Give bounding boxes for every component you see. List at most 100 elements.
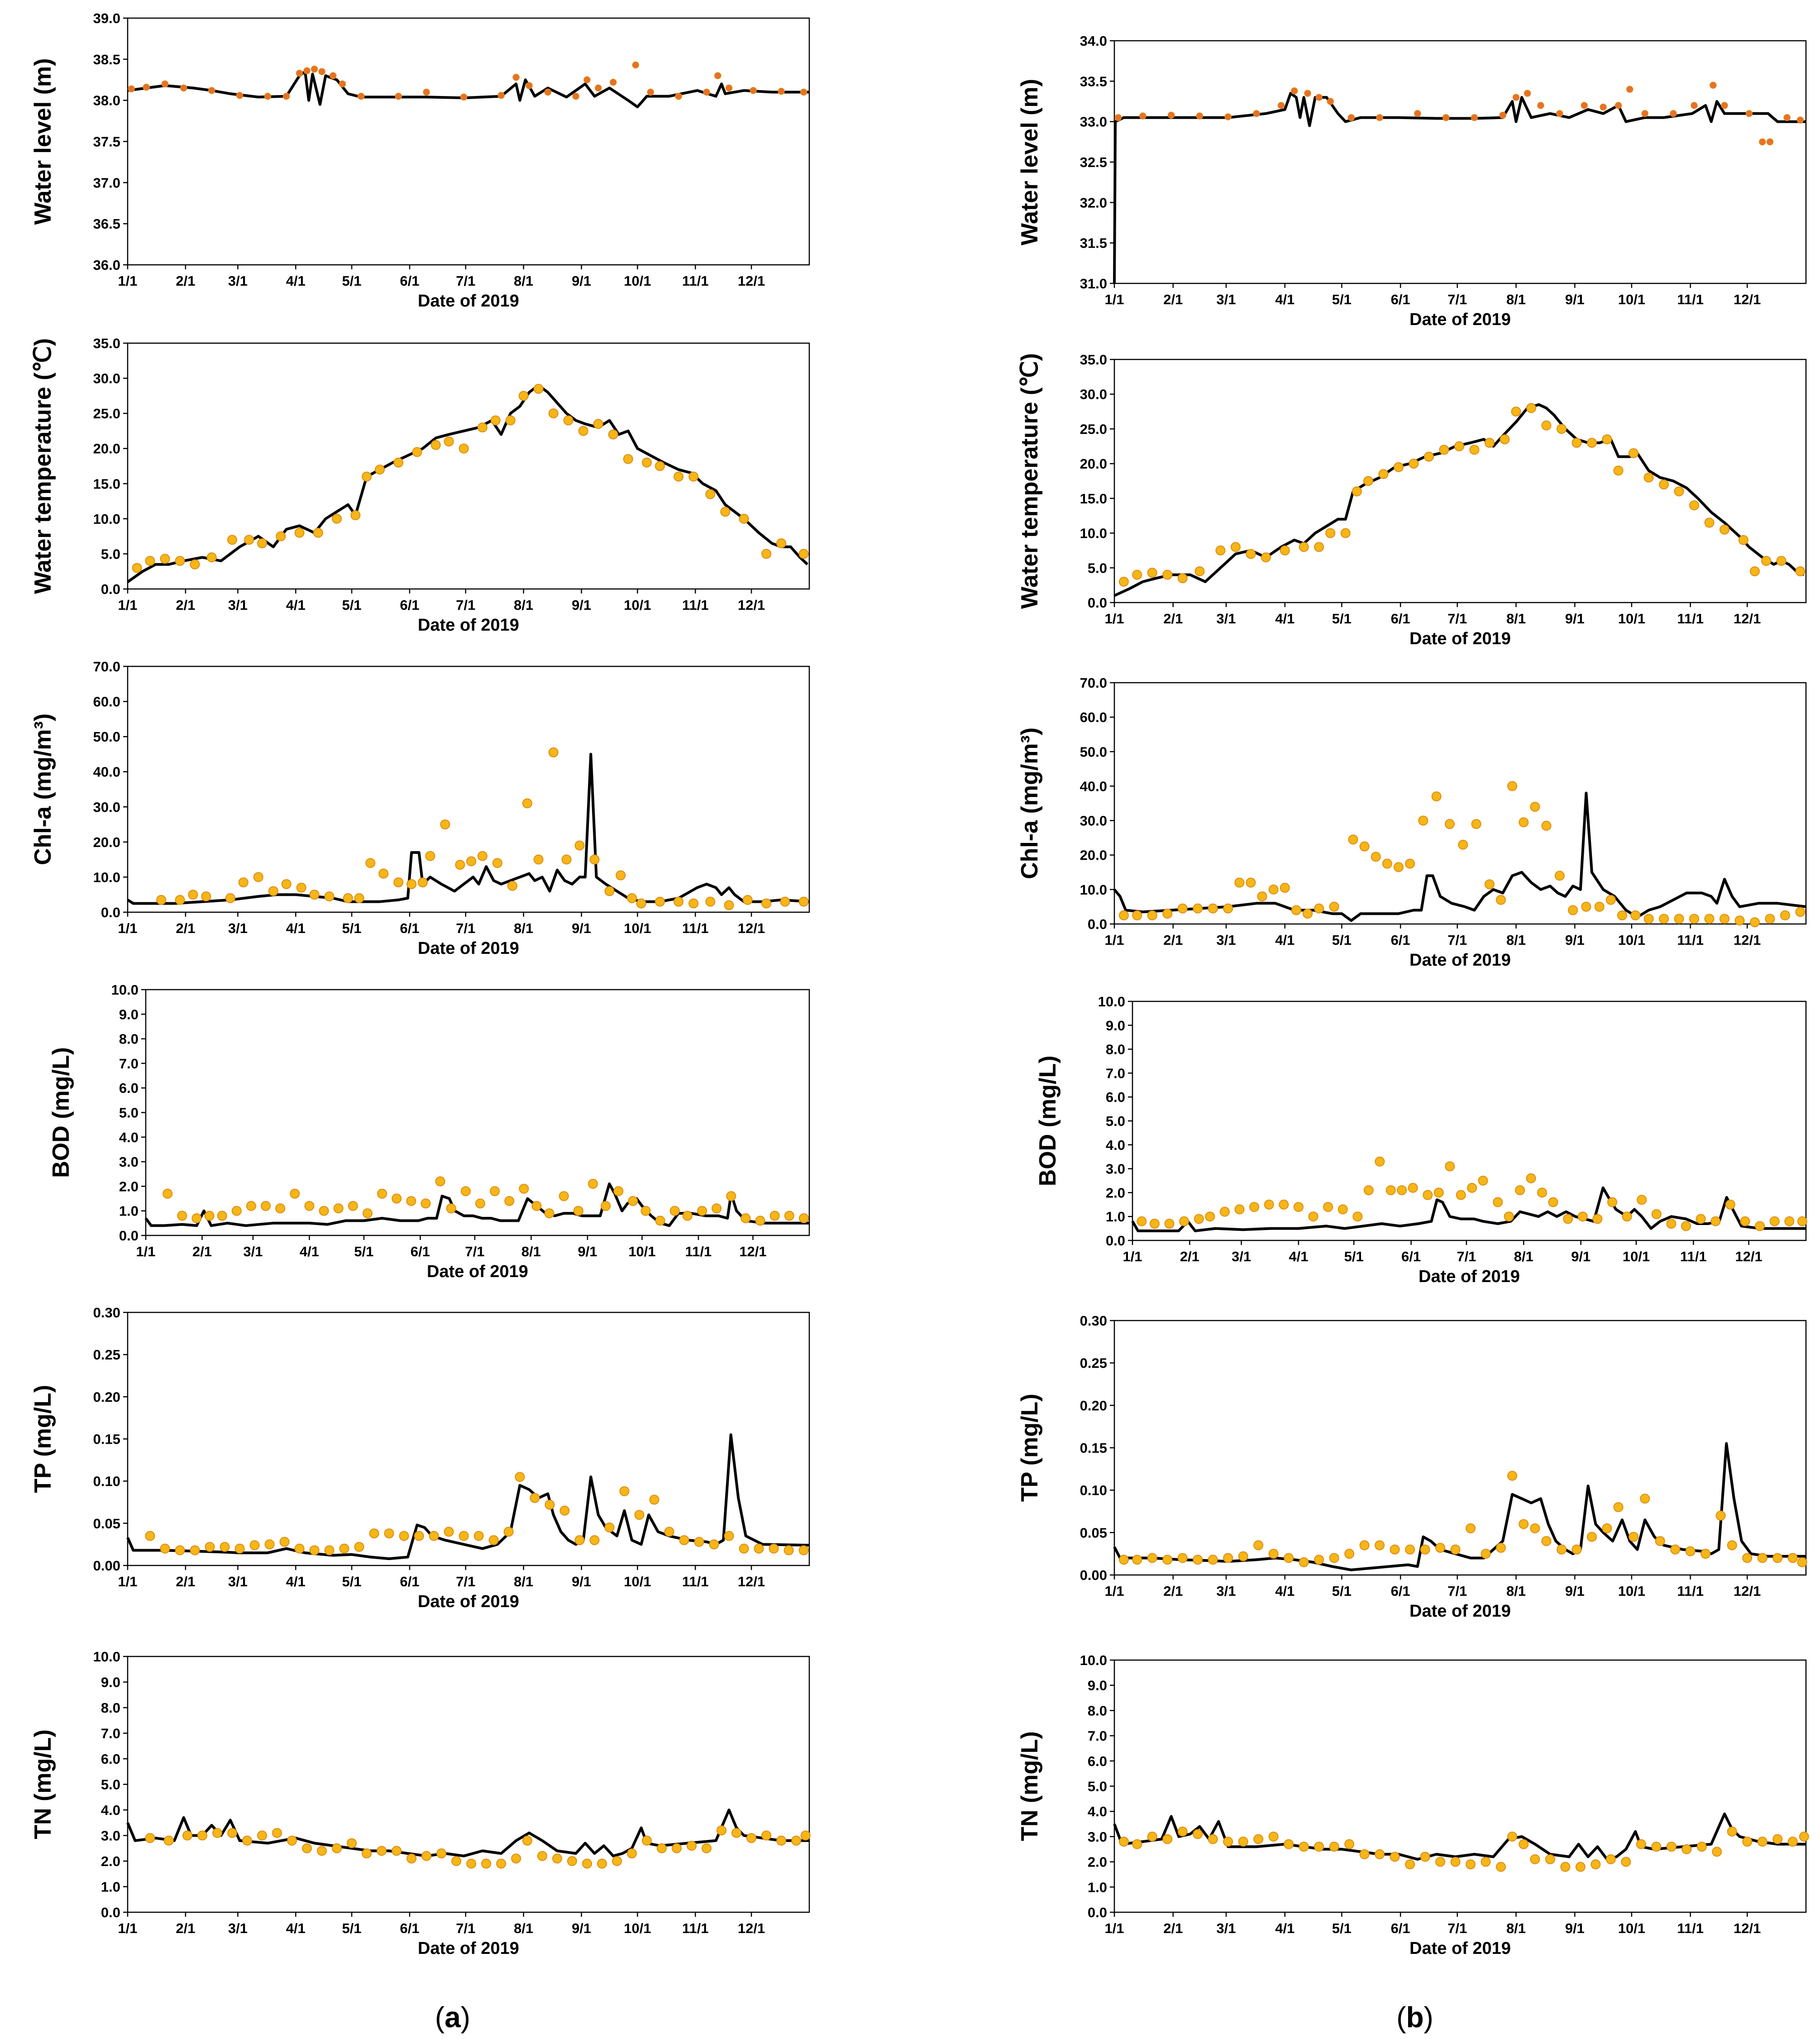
- x-tick-label: 9/1: [572, 597, 591, 613]
- x-tick-label: 9/1: [572, 1574, 591, 1589]
- y-tick-label: 60.0: [1080, 709, 1107, 725]
- observed-point: [1435, 1543, 1446, 1553]
- x-tick-label: 5/1: [1332, 932, 1352, 948]
- x-tick-label: 11/1: [682, 1920, 709, 1936]
- observed-point: [197, 1830, 208, 1841]
- x-tick-label: 9/1: [1565, 611, 1585, 627]
- x-tick-label: 5/1: [1332, 1583, 1352, 1599]
- observed-point: [206, 552, 217, 563]
- observed-point: [714, 72, 721, 79]
- observed-point: [1132, 570, 1142, 580]
- observed-point: [205, 1542, 215, 1552]
- observed-point: [1605, 895, 1616, 905]
- observed-point: [275, 1203, 286, 1214]
- observed-point: [182, 1830, 193, 1841]
- y-tick-label: 1.0: [101, 1879, 120, 1895]
- observed-point: [1167, 111, 1175, 119]
- observed-point: [1435, 1857, 1446, 1867]
- x-tick-label: 12/1: [738, 920, 765, 936]
- y-tick-label: 38.5: [93, 52, 120, 67]
- observed-point: [739, 1543, 749, 1554]
- observed-point: [1393, 862, 1404, 872]
- x-tick-label: 7/1: [1447, 292, 1467, 307]
- observed-point: [608, 429, 618, 440]
- y-tick-label: 60.0: [93, 694, 120, 710]
- simulated-line: [1131, 1186, 1806, 1232]
- x-tick-label: 11/1: [682, 597, 709, 613]
- observed-point: [156, 895, 167, 905]
- observed-point: [1772, 1553, 1783, 1563]
- observed-point: [162, 1188, 173, 1199]
- x-axis-title: Date of 2019: [418, 292, 519, 311]
- x-tick-label: 12/1: [1734, 1583, 1761, 1599]
- observed-point: [425, 851, 435, 861]
- y-tick-label: 20.0: [93, 441, 120, 457]
- observed-point: [604, 886, 615, 896]
- observed-point: [1621, 1857, 1631, 1867]
- x-tick-label: 2/1: [1163, 611, 1183, 627]
- observed-point: [436, 1848, 447, 1859]
- observed-point: [204, 1211, 215, 1221]
- observed-point: [348, 1201, 358, 1211]
- observed-point: [1594, 901, 1605, 912]
- observed-point: [330, 72, 337, 79]
- observed-point: [350, 510, 361, 521]
- x-axis-title: Date of 2019: [1409, 1939, 1511, 1958]
- observed-point: [175, 1545, 185, 1556]
- observed-point: [1193, 1829, 1203, 1839]
- x-tick-label: 5/1: [342, 920, 362, 936]
- y-tick-label: 6.0: [1088, 1753, 1107, 1769]
- x-tick-label: 4/1: [1275, 292, 1295, 307]
- observed-point: [642, 1835, 652, 1846]
- y-tick-label: 40.0: [1080, 778, 1107, 794]
- y-axis-title: Water level (m): [30, 58, 56, 225]
- x-tick-label: 6/1: [411, 1244, 430, 1259]
- y-tick-label: 34.0: [1080, 33, 1107, 49]
- observed-point: [490, 415, 501, 426]
- x-tick-label: 7/1: [1457, 1249, 1476, 1264]
- y-tick-label: 10.0: [93, 869, 120, 885]
- observed-point: [1710, 1216, 1721, 1226]
- observed-point: [393, 457, 404, 468]
- observed-point: [1715, 1510, 1726, 1521]
- observed-point: [705, 489, 716, 499]
- y-tick-label: 7.0: [119, 1056, 139, 1072]
- observed-point: [473, 1531, 484, 1541]
- observed-point: [515, 1472, 525, 1482]
- x-tick-label: 3/1: [1216, 932, 1236, 948]
- x-tick-label: 1/1: [118, 597, 137, 613]
- x-tick-label: 1/1: [1123, 1249, 1142, 1264]
- observed-point: [1280, 545, 1290, 555]
- observed-point: [511, 1853, 521, 1864]
- y-tick-label: 0.0: [101, 581, 120, 597]
- y-tick-label: 9.0: [119, 1006, 139, 1022]
- observed-point: [512, 74, 520, 81]
- x-tick-label: 10/1: [624, 920, 651, 936]
- observed-point: [225, 893, 235, 903]
- x-tick-label: 4/1: [286, 597, 306, 613]
- observed-point: [1670, 1544, 1681, 1555]
- observed-point: [1149, 1219, 1160, 1229]
- x-tick-label: 2/1: [176, 597, 195, 613]
- observed-point: [697, 1206, 707, 1216]
- x-tick-label: 4/1: [1275, 1583, 1295, 1599]
- observed-point: [163, 1835, 174, 1846]
- observed-point: [1761, 555, 1772, 566]
- observed-point: [1177, 903, 1188, 914]
- observed-point: [1769, 1216, 1780, 1226]
- y-tick-label: 37.0: [93, 175, 120, 191]
- x-tick-label: 8/1: [1506, 1583, 1526, 1599]
- observed-point: [559, 1191, 569, 1201]
- x-axis-title: Date of 2019: [418, 1592, 519, 1611]
- observed-point: [545, 1499, 555, 1510]
- observed-point: [1450, 1857, 1461, 1867]
- observed-point: [1478, 1176, 1488, 1186]
- observed-point: [1246, 549, 1256, 559]
- observed-point: [208, 87, 215, 94]
- y-tick-label: 10.0: [93, 511, 120, 527]
- observed-point: [191, 1213, 202, 1223]
- observed-point: [1466, 1859, 1476, 1870]
- observed-point: [180, 84, 187, 92]
- x-tick-label: 11/1: [685, 1244, 712, 1259]
- observed-point: [588, 1178, 598, 1189]
